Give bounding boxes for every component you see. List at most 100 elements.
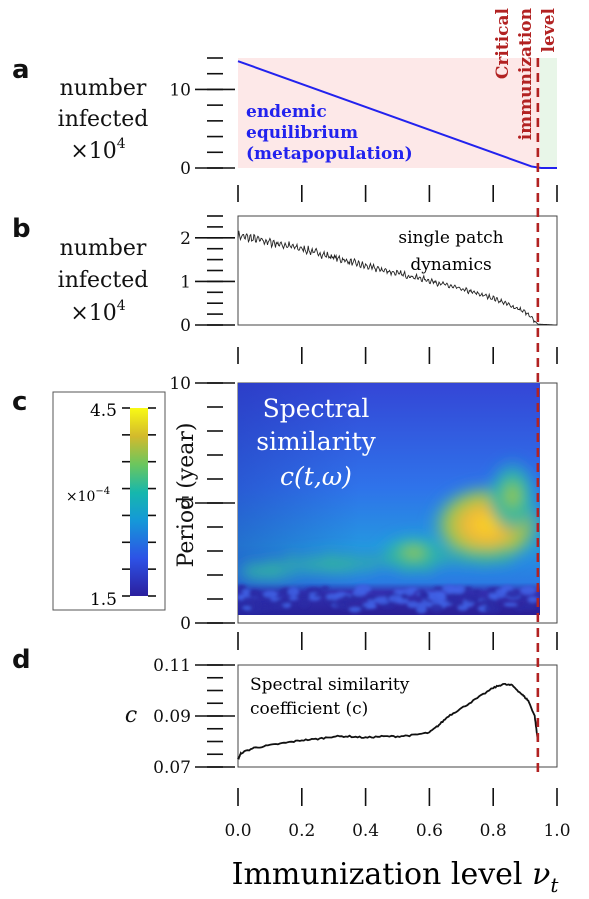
noise-speck: [420, 591, 429, 600]
y-tick-label: 10: [169, 374, 191, 394]
noise-speck: [388, 595, 403, 603]
noise-speck: [454, 585, 465, 594]
panel-c-x-ticks: [237, 632, 558, 650]
noise-speck: [406, 601, 419, 609]
noise-speck: [248, 589, 261, 598]
hotspot-speck: [435, 548, 456, 567]
x-tick-label: 0.2: [288, 821, 315, 841]
endemic-annotation-3: (metapopulation): [246, 144, 413, 164]
panel-d: 0.07 0.09 0.11 Spectral similarity coeffic…: [125, 656, 558, 806]
noise-speck: [320, 586, 330, 591]
y-tick-label: 0.07: [153, 758, 191, 778]
noise-speck: [246, 600, 260, 608]
noise-speck: [447, 600, 465, 605]
noise-speck: [325, 599, 336, 604]
heatmap-annotation-2: similarity: [256, 427, 376, 456]
noise-speck: [520, 586, 537, 596]
x-tick-label: 0.0: [224, 821, 251, 841]
x-tick-label: 0.6: [416, 821, 443, 841]
x-axis-label: Immunization level νt: [232, 857, 560, 897]
hotspot-speck: [301, 554, 322, 573]
hotspot-speck: [358, 553, 379, 572]
panel-a-ylabel-2: infected: [58, 107, 149, 132]
y-tick-label: 1: [180, 272, 191, 292]
noise-speck: [242, 605, 252, 611]
noise-speck: [433, 586, 444, 591]
noise-speck: [527, 596, 539, 603]
panel-d-y-axis: 0.07 0.09 0.11: [153, 656, 235, 778]
noise-speck: [272, 605, 285, 610]
colorbar: 4.5 1.5 ×10−4: [52, 391, 166, 611]
endemic-equilibrium-line: [237, 60, 557, 169]
colorbar-gradient: [130, 408, 148, 596]
noise-speck: [444, 593, 460, 602]
endemic-region: [238, 58, 540, 168]
panel-b-y-axis: 0 1 2: [180, 215, 235, 336]
panel-b-ylabel: number infected ×104: [58, 236, 149, 326]
hotspot-speck: [492, 546, 513, 565]
similarity-coefficient-line: [237, 683, 539, 760]
hotspot-speck: [282, 553, 303, 572]
heatmap-lowperiod-noise: [238, 584, 539, 614]
hotspot-speck: [416, 555, 437, 574]
noise-speck: [503, 602, 518, 607]
panel-c-y-axis: 0 5 10: [169, 374, 235, 634]
panel-d-frame: [237, 664, 558, 768]
panel-letter-c: c: [12, 387, 27, 417]
y-tick-label: 0: [180, 159, 191, 179]
panel-letter-a: a: [12, 55, 30, 85]
y-tick-label: 0: [180, 614, 191, 634]
noise-speck: [457, 604, 469, 611]
noise-speck: [262, 590, 278, 598]
hotspot-speck: [454, 547, 475, 566]
noise-speck: [348, 606, 361, 613]
panel-b-frame: [237, 215, 558, 326]
critical-level: Critical immunization level: [493, 7, 559, 778]
panel-letter-d: d: [12, 645, 31, 675]
critical-label-1: Critical: [493, 7, 513, 79]
panel-a-ylabel-1: number: [60, 76, 147, 101]
y-tick-label: 0.09: [153, 707, 191, 727]
panel-a-x-ticks: [237, 185, 558, 202]
hotspot-speck: [377, 550, 398, 569]
noise-speck: [374, 596, 391, 605]
panel-a-ylabel: number infected ×104: [58, 76, 149, 164]
noise-speck: [275, 598, 289, 605]
hotspot-speck: [397, 555, 418, 574]
coef-annotation-2: coefficient (c): [250, 699, 368, 719]
noise-speck: [289, 596, 299, 601]
noise-speck: [505, 589, 521, 599]
panel-letter-b: b: [12, 214, 31, 244]
panel-d-x-ticks: [237, 788, 558, 806]
heatmap-annotation-1: Spectral: [263, 394, 370, 423]
panel-b-ylabel-1: number: [60, 236, 147, 261]
noise-speck: [472, 589, 481, 595]
y-tick-label: 5: [180, 494, 191, 514]
panel-d-ylabel: c: [125, 703, 137, 728]
panel-b-ylabel-2: infected: [58, 268, 149, 293]
panel-a-ylabel-3: ×104: [70, 136, 125, 164]
single-patch-line: [237, 230, 557, 326]
noise-speck: [299, 600, 310, 608]
x-tick-label: 1.0: [543, 821, 570, 841]
patch-annotation-2: dynamics: [410, 255, 491, 275]
hotspot-speck: [339, 553, 360, 572]
noise-speck: [429, 603, 444, 613]
coef-annotation-1: Spectral similarity: [250, 675, 410, 695]
noise-speck: [417, 601, 432, 608]
noise-speck: [354, 584, 372, 594]
noise-speck: [241, 589, 252, 595]
noise-speck: [296, 593, 311, 600]
critical-label-2: immunization: [516, 8, 536, 140]
panel-b-x-ticks: [237, 347, 558, 364]
y-tick-label: 2: [180, 229, 191, 249]
heatmap-annotation-3: c(t,ω): [280, 462, 352, 491]
noise-speck: [342, 594, 351, 602]
x-tick-label: 0.8: [480, 821, 507, 841]
endemic-annotation-2: equilibrium: [246, 123, 358, 143]
y-tick-label: 10: [169, 80, 191, 100]
panel-c: 0 5 10 Spectral similarity c(t,ω) Period (…: [52, 374, 558, 650]
colorbar-max-label: 4.5: [90, 401, 117, 421]
noise-speck: [484, 604, 501, 614]
